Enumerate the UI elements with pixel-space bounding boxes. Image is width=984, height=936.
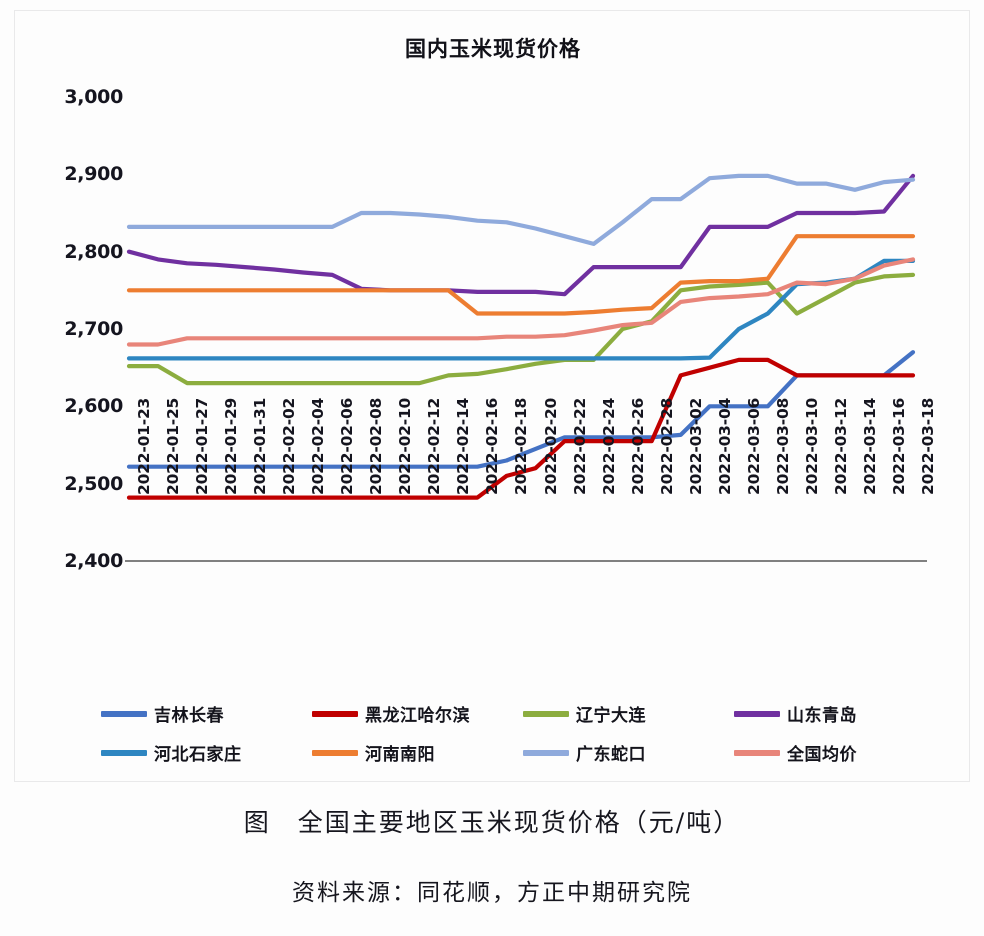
x-axis-tick-label: 2022-02-20 xyxy=(541,397,560,495)
y-axis-tick-label: 2,600 xyxy=(64,395,123,418)
x-axis-tick-label: 2022-03-02 xyxy=(686,397,705,495)
x-axis-tick-label: 2022-02-16 xyxy=(483,397,502,495)
x-axis-tick-label: 2022-03-14 xyxy=(860,397,879,495)
legend-item[interactable]: 河北石家庄 xyxy=(101,740,312,765)
legend-item[interactable]: 吉林长春 xyxy=(101,701,312,726)
chart-card: 国内玉米现货价格 3,000 2,900 2,800 2,700 2,600 2,500 2… xyxy=(14,10,970,782)
legend-swatch-icon xyxy=(734,710,780,717)
series-line-3 xyxy=(126,173,916,297)
x-axis-tick-label: 2022-03-18 xyxy=(919,397,937,495)
x-axis-tick-label: 2022-03-12 xyxy=(831,397,850,495)
x-axis-tick-label: 2022-02-28 xyxy=(657,397,676,495)
x-axis-tick-label: 2022-02-10 xyxy=(396,397,415,495)
x-axis-tick-label: 2022-01-27 xyxy=(193,397,212,495)
legend-swatch-icon xyxy=(312,749,358,756)
x-axis-tick-label: 2022-01-23 xyxy=(135,397,153,495)
legend-item[interactable]: 广东蛇口 xyxy=(523,740,734,765)
legend-item-label: 河北石家庄 xyxy=(154,745,242,765)
line-chart-svg xyxy=(125,173,927,562)
legend-item[interactable]: 黑龙江哈尔滨 xyxy=(312,701,523,726)
y-axis-tick-label: 3,000 xyxy=(64,86,123,108)
series-line-7 xyxy=(126,257,916,347)
x-axis-tick-label: 2022-02-22 xyxy=(570,397,589,495)
series-line-6 xyxy=(126,173,916,246)
x-axis-tick-label: 2022-01-29 xyxy=(222,397,241,495)
plot-area xyxy=(15,11,971,783)
series-line-4 xyxy=(126,258,916,361)
x-axis-tick-label: 2022-02-26 xyxy=(628,397,647,495)
x-axis-tick-label: 2022-03-08 xyxy=(773,397,792,495)
y-axis-tick-label: 2,500 xyxy=(64,472,123,495)
x-axis-tick-label: 2022-02-08 xyxy=(367,397,386,495)
legend-item[interactable]: 辽宁大连 xyxy=(523,701,734,726)
x-axis-tick-label: 2022-03-16 xyxy=(889,397,908,495)
source-caption: 资料来源：同花顺，方正中期研究院 xyxy=(292,880,692,906)
x-axis-tick-label: 2022-02-02 xyxy=(280,397,299,495)
x-axis-tick-label: 2022-02-06 xyxy=(338,397,357,495)
series-line-1 xyxy=(126,357,916,500)
chart-legend: 吉林长春 黑龙江哈尔滨 辽宁大连 山东青岛河北石家庄 河南南阳 广东蛇口 全国均价 xyxy=(101,701,945,765)
legend-item-label: 黑龙江哈尔滨 xyxy=(365,706,470,726)
x-axis-tick-label: 2022-02-04 xyxy=(309,397,328,495)
x-axis-tick-label: 2022-02-12 xyxy=(425,397,444,495)
legend-swatch-icon xyxy=(101,749,147,756)
legend-swatch-icon xyxy=(523,749,569,756)
legend-item-label: 全国均价 xyxy=(787,745,857,765)
x-axis-tick-label: 2022-03-06 xyxy=(744,397,763,495)
y-axis-tick-label: 2,900 xyxy=(64,163,123,186)
figure-caption: 图 全国主要地区玉米现货价格（元/吨） xyxy=(243,808,741,837)
x-axis-tick-label: 2022-03-10 xyxy=(802,397,821,495)
series-line-5 xyxy=(126,234,916,316)
x-axis-tick-label: 2022-01-25 xyxy=(164,397,183,495)
legend-item[interactable]: 山东青岛 xyxy=(734,701,945,726)
legend-swatch-icon xyxy=(312,710,358,717)
y-axis-ticks: 3,000 2,900 2,800 2,700 2,600 2,500 2,400 xyxy=(23,11,123,783)
x-axis-tick-label: 2022-02-18 xyxy=(512,397,531,495)
y-axis-tick-label: 2,800 xyxy=(64,240,123,263)
series-line-0 xyxy=(126,350,916,469)
legend-item-label: 山东青岛 xyxy=(787,706,857,726)
x-axis-tick-label: 2022-02-14 xyxy=(454,397,473,495)
legend-item[interactable]: 河南南阳 xyxy=(312,740,523,765)
legend-item-label: 河南南阳 xyxy=(365,745,435,765)
legend-item-label: 吉林长春 xyxy=(154,706,224,726)
y-axis-tick-label: 2,700 xyxy=(64,318,123,340)
legend-item[interactable]: 全国均价 xyxy=(734,740,945,765)
x-axis-ticks: 2022-01-23 2022-01-25 2022-01-27 2022-01-29… xyxy=(15,11,971,783)
x-axis-tick-label: 2022-01-31 xyxy=(251,397,270,495)
y-axis-tick-label: 2,400 xyxy=(64,550,123,572)
legend-swatch-icon xyxy=(523,710,569,717)
legend-swatch-icon xyxy=(734,749,780,756)
legend-item-label: 广东蛇口 xyxy=(576,745,646,765)
legend-item-label: 辽宁大连 xyxy=(576,706,646,726)
legend-swatch-icon xyxy=(101,710,147,717)
chart-title: 国内玉米现货价格 xyxy=(405,36,581,61)
x-axis-tick-label: 2022-03-04 xyxy=(715,397,734,495)
x-axis-tick-label: 2022-02-24 xyxy=(599,397,618,495)
